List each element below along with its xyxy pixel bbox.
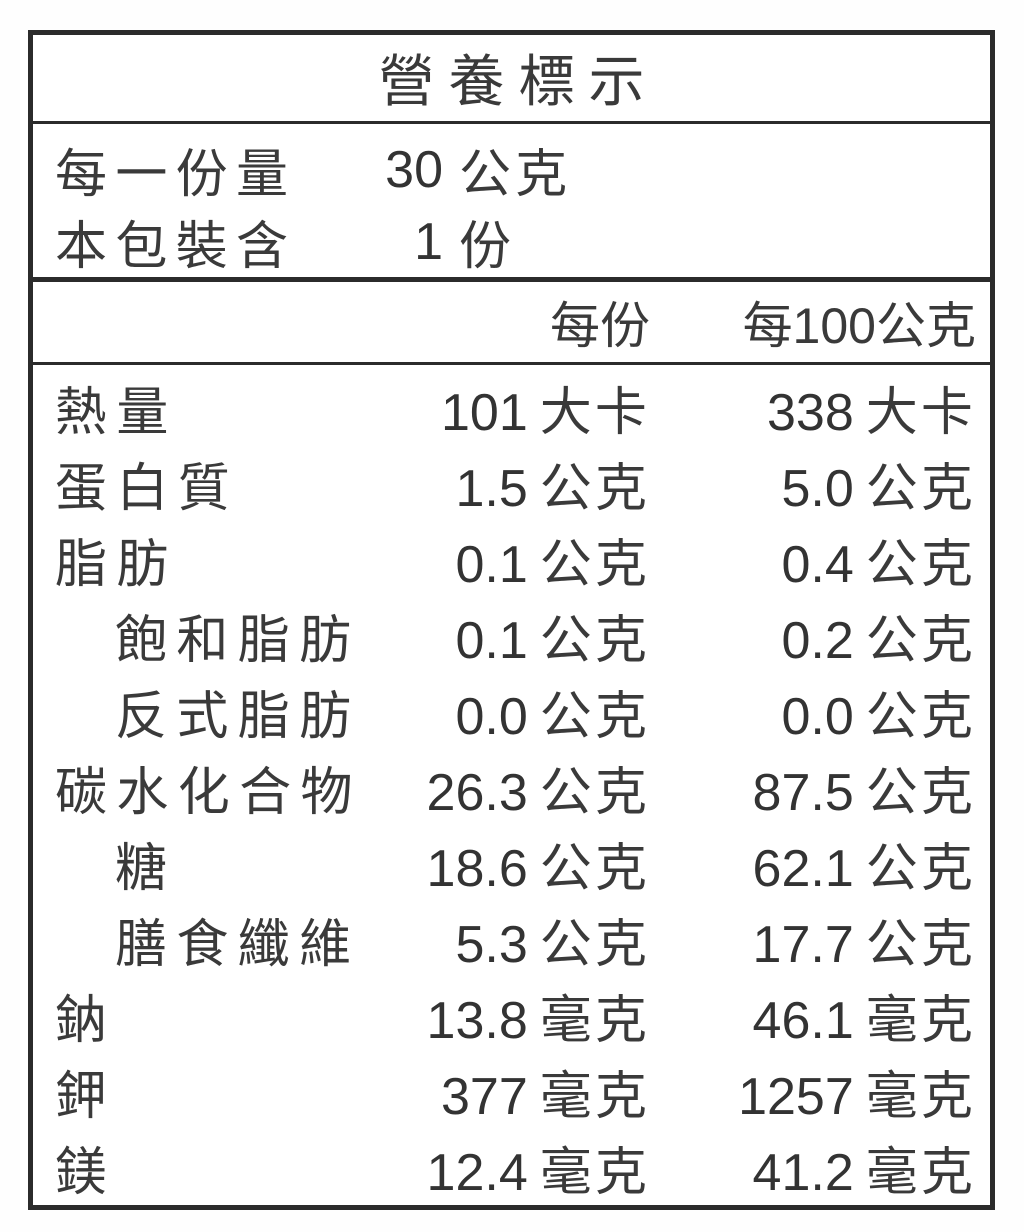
nutrient-row-protein: 蛋白質 1.5 公克 5.0 公克 — [33, 445, 990, 521]
nutrient-row-sodium: 鈉 13.8 毫克 46.1 毫克 — [33, 977, 990, 1053]
serving-info-section: 每一份量 30 公克 本包裝含 1 份 — [33, 124, 990, 282]
nutrient-label: 鎂 — [55, 1143, 117, 1202]
label-title-section: 營養標示 — [33, 35, 990, 124]
serving-size-unit: 公克 — [459, 146, 572, 205]
per-serving-value: 18.6 公克 — [426, 839, 650, 898]
servings-per-package-row: 本包裝含 1 份 — [33, 206, 990, 278]
nutrient-label: 鈉 — [55, 991, 117, 1050]
nutrient-row-potassium: 鉀 377 毫克 1257 毫克 — [33, 1053, 990, 1129]
per-100g-value: 5.0 公克 — [781, 459, 976, 518]
per-100g-value: 338 大卡 — [766, 383, 976, 442]
nutrition-label-box: 營養標示 每一份量 30 公克 本包裝含 1 份 每份 每100公克 熱量 10… — [28, 30, 995, 1210]
servings-per-package-value: 1 — [414, 212, 443, 271]
per-100g-value: 41.2 毫克 — [752, 1143, 976, 1202]
per-serving-value: 13.8 毫克 — [426, 991, 650, 1050]
nutrient-label: 熱量 — [55, 383, 178, 442]
serving-size-label: 每一份量 — [55, 146, 297, 205]
per-serving-value: 26.3 公克 — [426, 763, 650, 822]
nutrient-label: 碳水化合物 — [55, 763, 362, 822]
per-serving-value: 0.0 公克 — [455, 687, 650, 746]
per-100g-value: 0.2 公克 — [781, 611, 976, 670]
per-100g-value: 17.7 公克 — [752, 915, 976, 974]
nutrient-label: 脂肪 — [55, 535, 178, 594]
per-serving-value: 377 毫克 — [440, 1067, 650, 1126]
nutrient-label: 飽和脂肪 — [115, 611, 361, 670]
serving-size-row: 每一份量 30 公克 — [33, 134, 990, 206]
per-serving-value: 5.3 公克 — [455, 915, 650, 974]
nutrient-rows: 熱量 101 大卡 338 大卡 蛋白質 1.5 公克 5.0 公克 脂肪 0.1 公克 … — [33, 365, 990, 1205]
nutrient-label: 膳食纖維 — [115, 915, 361, 974]
per-serving-value: 0.1 公克 — [455, 535, 650, 594]
nutrient-row-fat: 脂肪 0.1 公克 0.4 公克 — [33, 521, 990, 597]
nutrient-label: 糖 — [115, 839, 177, 898]
nutrient-row-dietary-fiber: 膳食纖維 5.3 公克 17.7 公克 — [33, 901, 990, 977]
servings-per-package-unit: 份 — [459, 218, 516, 277]
per-100g-value: 46.1 毫克 — [752, 991, 976, 1050]
nutrient-row-magnesium: 鎂 12.4 毫克 41.2 毫克 — [33, 1129, 990, 1205]
per-100g-value: 1257 毫克 — [738, 1067, 976, 1126]
per-100g-value: 0.4 公克 — [781, 535, 976, 594]
per-serving-value: 12.4 毫克 — [426, 1143, 650, 1202]
nutrient-row-carbohydrate: 碳水化合物 26.3 公克 87.5 公克 — [33, 749, 990, 825]
per-100g-value: 0.0 公克 — [781, 687, 976, 746]
nutrient-label: 鉀 — [55, 1067, 117, 1126]
servings-per-package-label: 本包裝含 — [55, 218, 297, 277]
per-serving-value: 101 大卡 — [440, 383, 650, 442]
nutrient-row-sugar: 糖 18.6 公克 62.1 公克 — [33, 825, 990, 901]
label-title: 營養標示 — [378, 50, 659, 114]
per-100g-value: 62.1 公克 — [752, 839, 976, 898]
nutrient-row-saturated-fat: 飽和脂肪 0.1 公克 0.2 公克 — [33, 597, 990, 673]
nutrient-label: 反式脂肪 — [115, 687, 361, 746]
serving-size-value: 30 — [385, 140, 443, 199]
column-header-per-100g: 每100公克 — [742, 297, 976, 354]
per-serving-value: 0.1 公克 — [455, 611, 650, 670]
nutrient-row-trans-fat: 反式脂肪 0.0 公克 0.0 公克 — [33, 673, 990, 749]
column-header-row: 每份 每100公克 — [33, 282, 990, 365]
column-header-per-serving: 每份 — [550, 297, 650, 354]
nutrient-label: 蛋白質 — [55, 459, 240, 518]
per-100g-value: 87.5 公克 — [752, 763, 976, 822]
per-serving-value: 1.5 公克 — [455, 459, 650, 518]
nutrient-row-calories: 熱量 101 大卡 338 大卡 — [33, 369, 990, 445]
